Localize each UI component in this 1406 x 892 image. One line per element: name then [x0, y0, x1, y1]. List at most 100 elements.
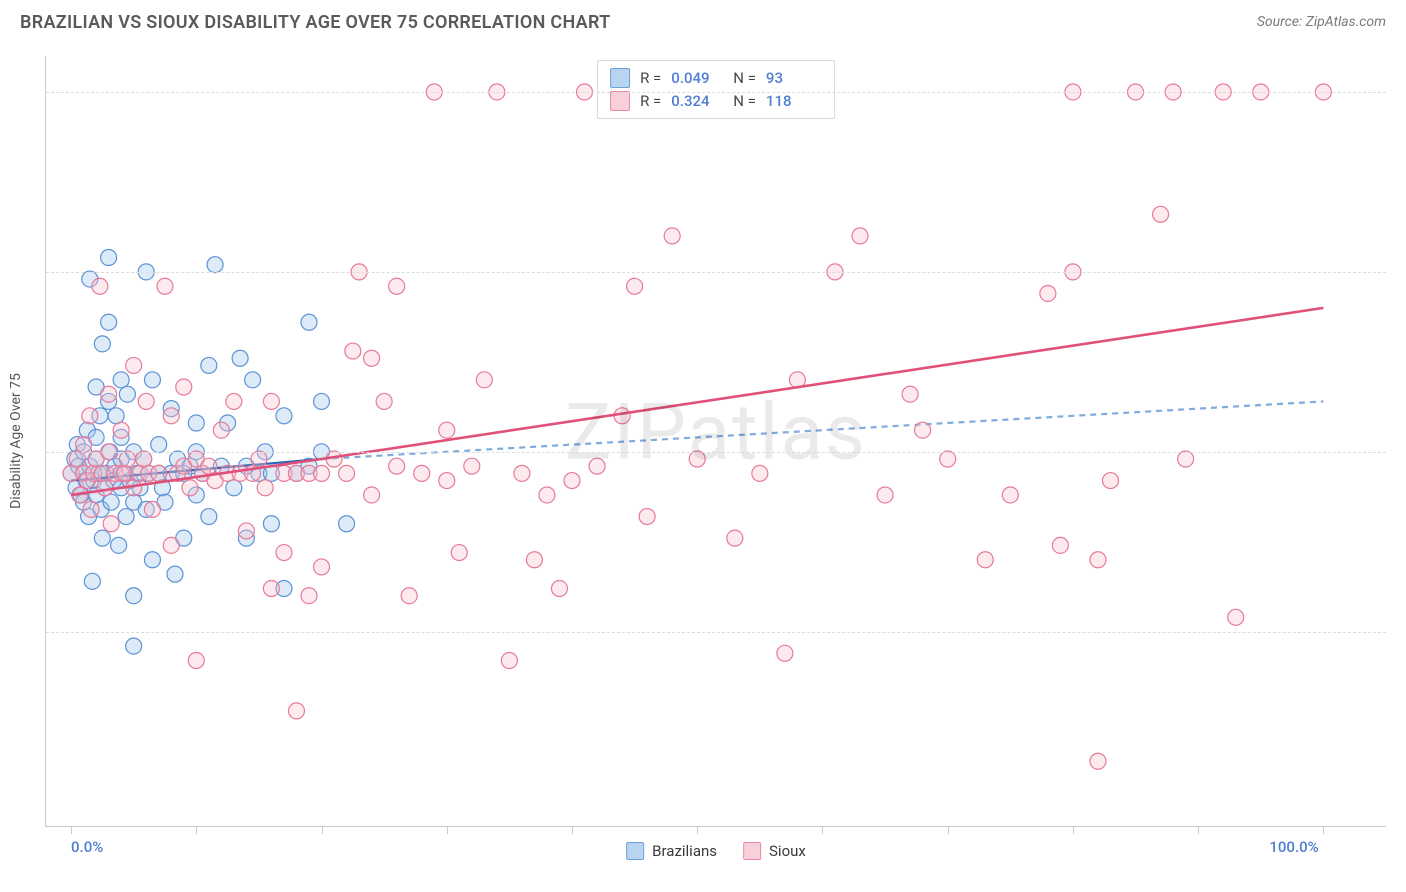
scatter-point: [539, 487, 555, 503]
scatter-point: [136, 451, 152, 467]
scatter-point: [1040, 285, 1056, 301]
scatter-point: [1228, 609, 1244, 625]
scatter-point: [201, 509, 217, 525]
scatter-point: [157, 278, 173, 294]
scatter-point: [103, 516, 119, 532]
scatter-point: [1102, 473, 1118, 489]
n-label: N =: [733, 67, 756, 90]
scatter-point: [314, 559, 330, 575]
y-tick-label: 50.0%: [1396, 443, 1406, 461]
legend-label-sioux: Sioux: [769, 842, 806, 860]
chart-title: BRAZILIAN VS SIOUX DISABILITY AGE OVER 7…: [20, 12, 611, 33]
scatter-point: [94, 530, 110, 546]
legend-item-brazilians: Brazilians: [626, 842, 717, 860]
scatter-point: [376, 393, 392, 409]
legend: Brazilians Sioux: [626, 842, 806, 860]
scatter-point: [76, 437, 92, 453]
scatter-point: [182, 480, 198, 496]
scatter-point: [551, 581, 567, 597]
x-tick: [572, 826, 573, 834]
correlation-stats-box: R = 0.049 N = 93 R = 0.324 N = 118: [597, 60, 835, 119]
scatter-point: [101, 314, 117, 330]
x-tick: [1198, 826, 1199, 834]
scatter-point: [163, 537, 179, 553]
x-tick: [1073, 826, 1074, 834]
scatter-point: [201, 458, 217, 474]
scatter-point: [238, 523, 254, 539]
scatter-point: [915, 422, 931, 438]
scatter-point: [188, 652, 204, 668]
scatter-point: [138, 393, 154, 409]
scatter-point: [83, 501, 99, 517]
r-value-brazilians: 0.049: [671, 67, 723, 90]
scatter-point: [232, 350, 248, 366]
scatter-point: [301, 314, 317, 330]
x-tick: [1323, 826, 1324, 834]
scatter-point: [877, 487, 893, 503]
scatter-point: [101, 249, 117, 265]
scatter-point: [389, 458, 405, 474]
scatter-point: [144, 552, 160, 568]
n-value-brazilians: 93: [766, 67, 818, 90]
legend-label-brazilians: Brazilians: [652, 842, 717, 860]
scatter-point: [339, 465, 355, 481]
scatter-point: [364, 350, 380, 366]
gridline: [46, 92, 1386, 93]
scatter-point: [126, 357, 142, 373]
x-tick: [322, 826, 323, 834]
scatter-point: [251, 451, 267, 467]
scatter-point: [92, 278, 108, 294]
scatter-point: [364, 487, 380, 503]
scatter-point: [113, 372, 129, 388]
scatter-point: [103, 494, 119, 510]
trend-line-extension: [322, 308, 1324, 459]
scatter-point: [689, 451, 705, 467]
scatter-point: [213, 422, 229, 438]
scatter-point: [226, 393, 242, 409]
r-label: R =: [640, 67, 661, 90]
scatter-point: [314, 465, 330, 481]
scatter-point: [288, 703, 304, 719]
scatter-point: [84, 573, 100, 589]
scatter-point: [476, 372, 492, 388]
scatter-point: [97, 480, 113, 496]
scatter-point: [389, 278, 405, 294]
legend-item-sioux: Sioux: [743, 842, 806, 860]
scatter-point: [119, 451, 135, 467]
scatter-point: [977, 552, 993, 568]
scatter-point: [126, 638, 142, 654]
scatter-point: [151, 437, 167, 453]
scatter-point: [414, 465, 430, 481]
scatter-point: [439, 422, 455, 438]
scatter-point: [401, 588, 417, 604]
scatter-point: [201, 357, 217, 373]
trend-line-extension: [322, 401, 1324, 459]
stats-swatch-sioux: [610, 91, 630, 111]
scatter-point: [188, 415, 204, 431]
scatter-point: [257, 480, 273, 496]
x-tick: [71, 826, 72, 834]
scatter-point: [526, 552, 542, 568]
scatter-point: [1178, 451, 1194, 467]
scatter-point: [69, 451, 85, 467]
gridline: [46, 452, 1386, 453]
scatter-point: [226, 480, 242, 496]
scatter-point: [144, 372, 160, 388]
scatter-point: [451, 545, 467, 561]
stats-swatch-brazilians: [610, 68, 630, 88]
scatter-point: [263, 393, 279, 409]
scatter-point: [101, 386, 117, 402]
scatter-point: [167, 566, 183, 582]
source-name: ZipAtlas.com: [1306, 14, 1386, 30]
scatter-point: [1090, 552, 1106, 568]
scatter-point: [276, 408, 292, 424]
scatter-point: [163, 408, 179, 424]
plot-area: Disability Age Over 75 ZIPatlas R = 0.04…: [45, 56, 1386, 827]
scatter-point: [94, 336, 110, 352]
gridline: [46, 272, 1386, 273]
scatter-point: [501, 652, 517, 668]
scatter-point: [108, 408, 124, 424]
legend-swatch-sioux: [743, 842, 761, 860]
scatter-point: [777, 645, 793, 661]
x-tick-label: 0.0%: [71, 838, 103, 856]
